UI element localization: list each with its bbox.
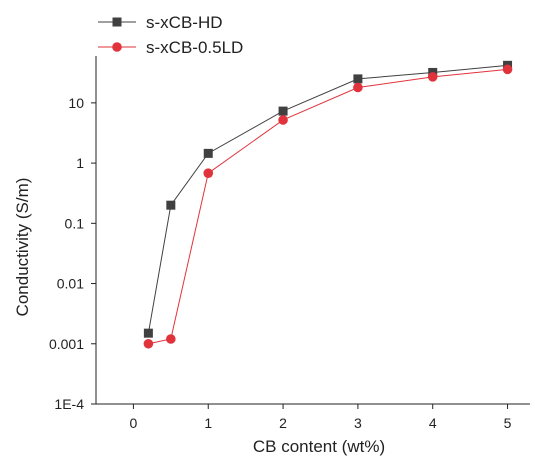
data-point bbox=[203, 148, 213, 158]
x-tick-label: 4 bbox=[429, 415, 437, 431]
data-point bbox=[278, 115, 288, 125]
x-tick-label: 3 bbox=[354, 415, 362, 431]
y-tick-label: 1 bbox=[76, 155, 84, 171]
y-tick-label: 0.001 bbox=[49, 336, 84, 352]
legend-marker bbox=[112, 17, 122, 27]
y-tick-label: 1E-4 bbox=[54, 396, 84, 412]
data-point bbox=[166, 334, 176, 344]
data-point bbox=[203, 168, 214, 178]
y-axis-title: Conductivity (S/m) bbox=[13, 178, 32, 317]
y-tick-label: 0.1 bbox=[65, 215, 85, 231]
x-tick-label: 5 bbox=[504, 415, 512, 431]
series-1 bbox=[143, 60, 513, 338]
x-tick-label: 2 bbox=[279, 415, 287, 431]
series-2 bbox=[143, 64, 513, 349]
legend-marker bbox=[112, 42, 122, 52]
legend: s-xCB-HD s-xCB-0.5LD bbox=[98, 13, 243, 57]
legend-label: s-xCB-0.5LD bbox=[146, 38, 243, 57]
x-tick-label: 0 bbox=[130, 415, 138, 431]
y-tick-label: 10 bbox=[68, 95, 84, 111]
x-tick-label: 1 bbox=[204, 415, 212, 431]
data-point bbox=[353, 82, 363, 93]
y-tick-label: 0.01 bbox=[57, 276, 84, 292]
x-axis-title: CB content (wt%) bbox=[253, 437, 385, 456]
series-line bbox=[148, 68, 508, 345]
series-layer bbox=[143, 60, 513, 349]
data-point bbox=[353, 74, 363, 84]
data-point bbox=[166, 200, 176, 210]
legend-label: s-xCB-HD bbox=[146, 13, 223, 32]
data-point bbox=[427, 72, 438, 82]
data-point bbox=[278, 106, 288, 116]
x-axis-ticks: 0 1 2 3 4 5 bbox=[130, 404, 512, 431]
data-point bbox=[143, 328, 153, 338]
data-point bbox=[143, 338, 154, 349]
data-point bbox=[502, 64, 513, 75]
y-axis-ticks: 1E-4 0.001 0.01 0.1 1 10 bbox=[49, 95, 96, 412]
plot-frame bbox=[95, 56, 530, 405]
